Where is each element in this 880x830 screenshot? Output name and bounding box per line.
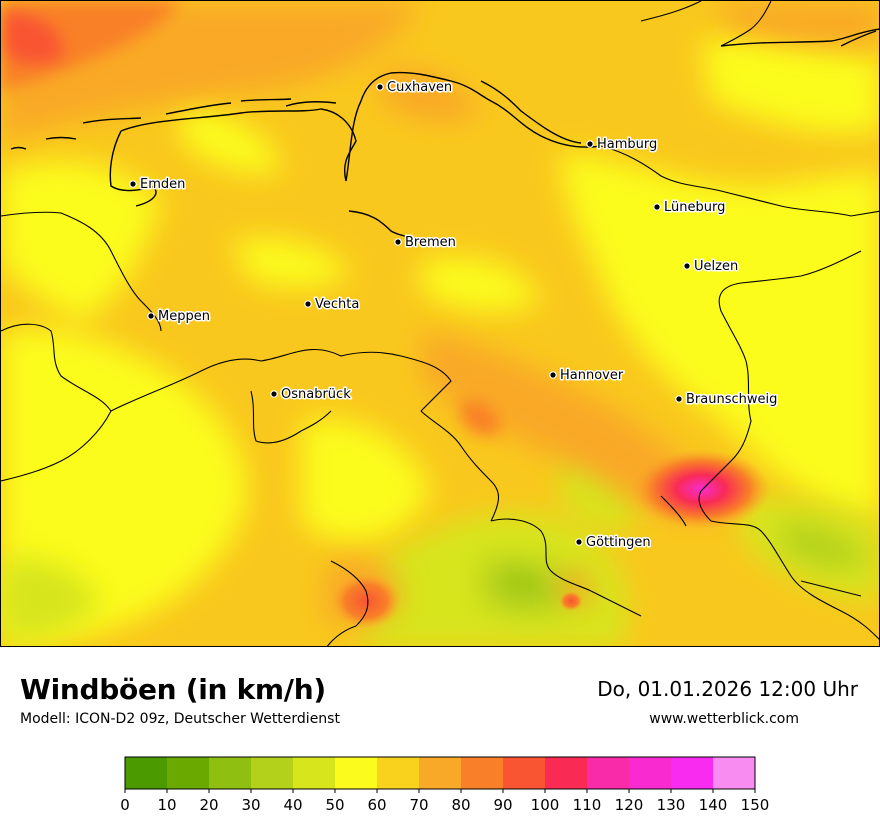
legend-swatch xyxy=(335,757,377,789)
city-marker-icon xyxy=(147,312,155,320)
legend-swatch xyxy=(125,757,167,789)
city-label: Hannover xyxy=(560,368,624,383)
city-braunschweig: Braunschweig xyxy=(675,391,779,409)
forecast-datetime: Do, 01.01.2026 12:00 Uhr xyxy=(597,677,858,701)
city-marker-icon xyxy=(270,390,278,398)
legend-tick-label: 120 xyxy=(615,796,644,814)
city-göttingen: Göttingen xyxy=(575,534,652,552)
legend-tick-label: 10 xyxy=(157,796,176,814)
gust-hotspot-west xyxy=(331,573,401,629)
gust-field-80-100 xyxy=(1,1,501,436)
city-label: Emden xyxy=(140,177,185,192)
legend-tick-label: 80 xyxy=(451,796,470,814)
city-label: Uelzen xyxy=(694,259,738,274)
legend-swatch xyxy=(713,757,755,789)
legend-tick-label: 50 xyxy=(325,796,344,814)
city-hannover: Hannover xyxy=(549,367,625,385)
city-marker-icon xyxy=(683,262,691,270)
legend-tick-label: 60 xyxy=(367,796,386,814)
city-marker-icon xyxy=(653,203,661,211)
city-label: Meppen xyxy=(158,309,210,324)
city-vechta: Vechta xyxy=(304,296,361,314)
city-marker-icon xyxy=(394,238,402,246)
legend-tick-label: 140 xyxy=(699,796,728,814)
city-label: Hamburg xyxy=(597,137,657,152)
legend-swatch xyxy=(419,757,461,789)
city-bremen: Bremen xyxy=(394,234,457,252)
legend-frame xyxy=(124,756,756,790)
legend-swatch xyxy=(503,757,545,789)
city-osnabrück: Osnabrück xyxy=(270,386,353,404)
legend-swatch xyxy=(377,757,419,789)
color-legend: 0 10 20 30 40 50 60 70 80 90 100 110 120 130 140 150 xyxy=(120,756,770,814)
city-hamburg: Hamburg xyxy=(586,136,659,154)
city-label: Osnabrück xyxy=(281,387,351,402)
city-marker-icon xyxy=(586,140,594,148)
city-emden: Emden xyxy=(129,176,187,194)
legend-tick-label: 30 xyxy=(241,796,260,814)
city-label: Cuxhaven xyxy=(387,80,452,95)
legend-tick-label: 130 xyxy=(657,796,686,814)
legend-swatch xyxy=(671,757,713,789)
legend-swatch xyxy=(629,757,671,789)
city-marker-icon xyxy=(549,371,557,379)
city-label: Lüneburg xyxy=(664,200,725,215)
gust-hotspot-harz xyxy=(631,449,771,529)
legend-swatch xyxy=(545,757,587,789)
legend-swatch xyxy=(209,757,251,789)
model-source: Modell: ICON-D2 09z, Deutscher Wetterdie… xyxy=(20,711,340,727)
city-marker-icon xyxy=(304,300,312,308)
footer-panel: Windböen (in km/h) Modell: ICON-D2 09z, … xyxy=(0,647,880,830)
legend-tick-label: 90 xyxy=(493,796,512,814)
website-link[interactable]: www.wetterblick.com xyxy=(649,711,799,727)
legend-swatch xyxy=(167,757,209,789)
city-label: Vechta xyxy=(315,297,359,312)
legend-tick-label: 20 xyxy=(199,796,218,814)
city-label: Braunschweig xyxy=(686,392,777,407)
city-label: Bremen xyxy=(405,235,456,250)
legend-tick-label: 0 xyxy=(120,796,130,814)
city-marker-icon xyxy=(675,395,683,403)
gust-field-50-60 xyxy=(1,37,879,646)
coastlines xyxy=(10,28,879,242)
city-marker-icon xyxy=(129,180,137,188)
wind-gust-map: Cuxhaven Hamburg Emden Lüneburg Bremen Uelzen… xyxy=(0,0,880,647)
gust-hotspot-small xyxy=(559,591,583,611)
city-layer: Cuxhaven Hamburg Emden Lüneburg Bremen Uelzen… xyxy=(129,79,779,552)
legend-tick-label: 100 xyxy=(531,796,560,814)
legend-tick-label: 70 xyxy=(409,796,428,814)
legend-tick-label: 40 xyxy=(283,796,302,814)
legend-tick-label: 150 xyxy=(741,796,770,814)
map-canvas: Cuxhaven Hamburg Emden Lüneburg Bremen Uelzen… xyxy=(1,1,879,646)
legend-swatch xyxy=(461,757,503,789)
city-cuxhaven: Cuxhaven xyxy=(376,79,454,97)
legend-swatch xyxy=(251,757,293,789)
city-lüneburg: Lüneburg xyxy=(653,199,727,217)
legend-swatch xyxy=(587,757,629,789)
legend-tick-label: 110 xyxy=(573,796,602,814)
city-meppen: Meppen xyxy=(147,308,211,326)
city-marker-icon xyxy=(575,538,583,546)
legend-swatch xyxy=(293,757,335,789)
city-uelzen: Uelzen xyxy=(683,258,740,276)
gust-field-30-50 xyxy=(1,441,879,646)
borders xyxy=(1,1,879,646)
city-label: Göttingen xyxy=(586,535,651,550)
city-marker-icon xyxy=(376,83,384,91)
map-title: Windböen (in km/h) xyxy=(20,673,326,706)
